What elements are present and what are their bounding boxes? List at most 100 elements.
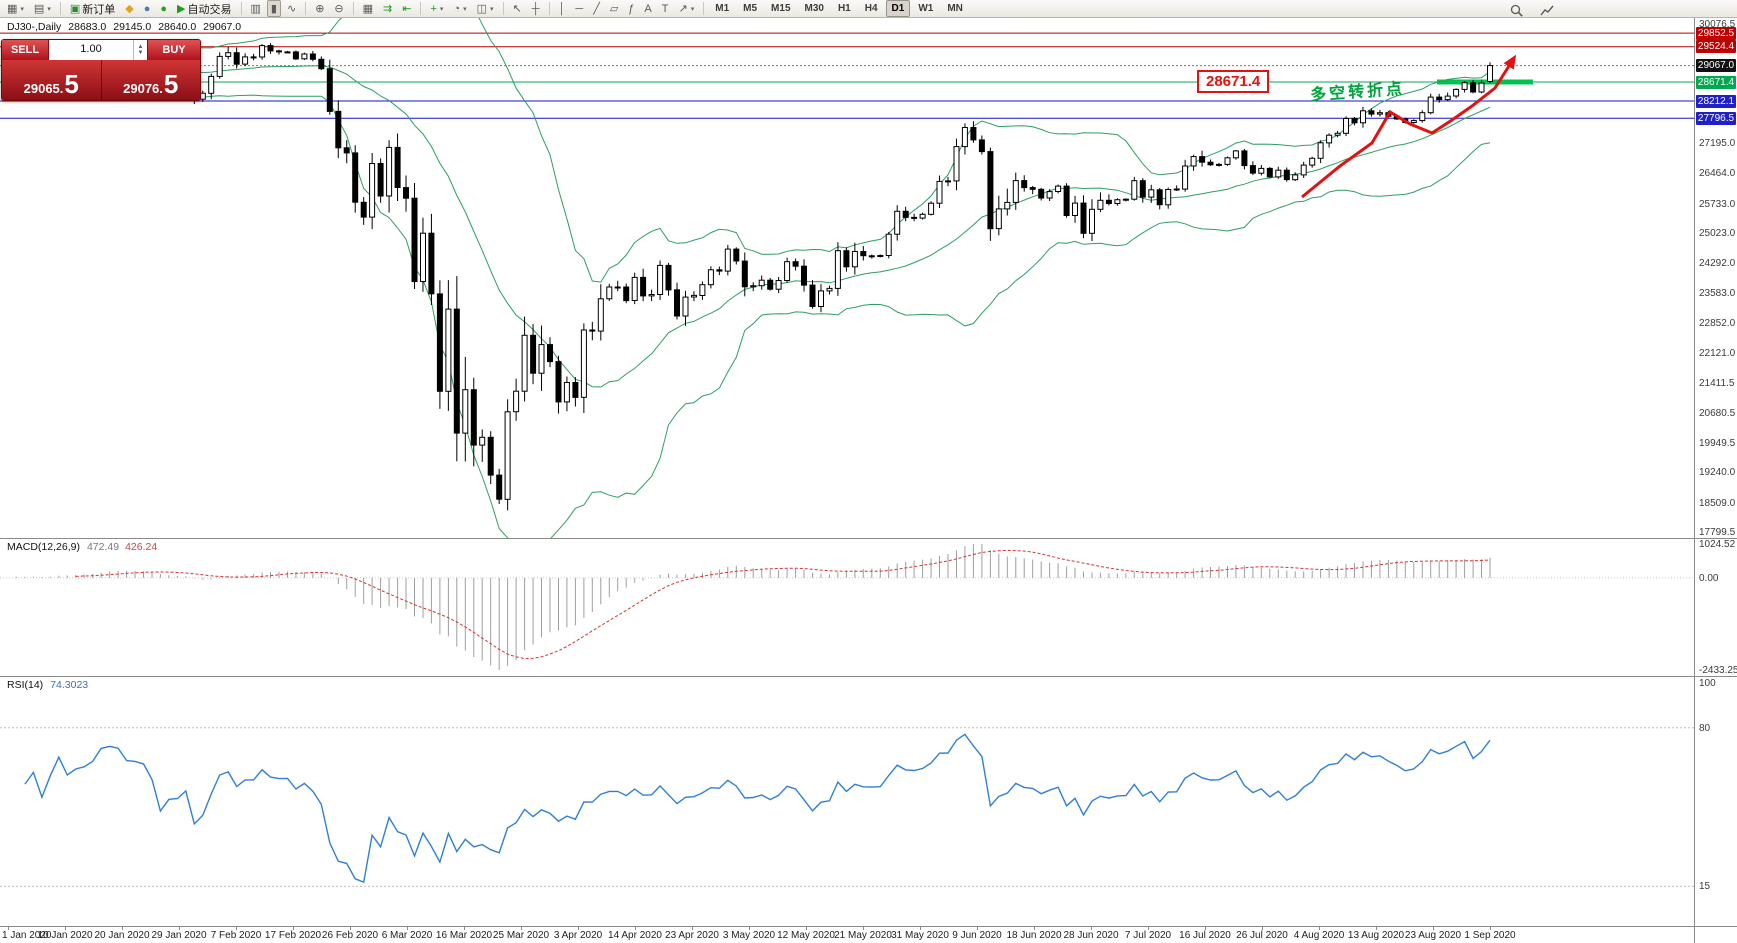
line-chart-mode-icon[interactable]: ∿ <box>283 0 300 17</box>
price-axis[interactable]: 30076.5 27195.0 26464.0 25733.0 25023.0 24292… <box>1694 18 1737 943</box>
arrows-icon[interactable]: ↗ ▾ <box>675 0 699 17</box>
candle <box>1173 188 1180 191</box>
market-news-icon[interactable]: ● <box>156 0 171 17</box>
price-tick: 19240.0 <box>1699 467 1736 479</box>
timeframe-h1-button[interactable]: H1 <box>837 3 851 14</box>
candle <box>970 127 977 141</box>
templates-icon[interactable]: ◫ ▾ <box>473 0 498 17</box>
time-tick <box>350 926 351 930</box>
bar-chart-mode-icon[interactable]: ▥ <box>247 0 265 17</box>
candle <box>225 52 232 57</box>
cursor-icon[interactable]: ↖ <box>509 0 526 17</box>
price-tick: 18509.0 <box>1699 497 1736 509</box>
candle <box>301 53 308 60</box>
price-badge: 28212.1 <box>1696 94 1736 108</box>
zoom-out-icon[interactable]: ⊖ <box>330 0 347 17</box>
zoom-in-icon[interactable]: ⊕ <box>311 0 328 17</box>
candle <box>818 290 824 307</box>
tile-windows-icon[interactable]: ▦ <box>359 0 377 17</box>
crosshair-icon[interactable]: ┼ <box>528 0 544 17</box>
timeframe-m5-button[interactable]: M5 <box>743 3 758 14</box>
trendline-icon[interactable]: ╱ <box>589 0 604 17</box>
indicator-scale-label: 100 <box>1699 678 1716 689</box>
candlestick-mode-icon[interactable]: ▮ <box>266 0 281 17</box>
time-axis[interactable]: 1 Jan 2020 10 Jan 2020 20 Jan 2020 29 Jan 2… <box>0 926 1694 943</box>
autotrading-button[interactable]: ▶ 自动交易 <box>173 0 235 17</box>
timeframe-m15-button[interactable]: M15 <box>771 3 791 14</box>
candle <box>216 55 223 77</box>
candle <box>233 52 240 65</box>
economic-calendar-icon[interactable]: ● <box>140 0 155 17</box>
toolbar-separator <box>548 2 550 15</box>
panel-splitter[interactable] <box>0 926 1737 927</box>
panel-splitter[interactable] <box>0 676 1737 677</box>
price-main-digits: 29076. <box>123 81 163 96</box>
horizontal-line-icon[interactable]: ─ <box>571 0 587 17</box>
rsi-label: RSI(14) <box>7 679 44 691</box>
panel-splitter[interactable] <box>0 538 1737 539</box>
buy-button[interactable]: BUY <box>147 40 200 60</box>
candle <box>767 279 774 290</box>
mql5-community-icon[interactable]: ◆ <box>121 0 137 17</box>
stepper-up-icon[interactable]: ▲ <box>137 44 144 50</box>
fibonacci-icon-glyph: ƒ <box>628 2 635 15</box>
channel-icon[interactable]: ▱ <box>606 0 622 17</box>
buy-price[interactable]: 29076. 5 <box>102 60 201 100</box>
chart-shift-icon[interactable]: ⇤ <box>398 0 415 17</box>
time-tick <box>1091 926 1092 930</box>
sell-price[interactable]: 29065. 5 <box>2 60 101 100</box>
rsi-panel[interactable] <box>0 676 1694 926</box>
candle <box>911 216 918 219</box>
candle <box>1376 112 1383 115</box>
candle <box>250 56 257 59</box>
macd-panel[interactable] <box>0 538 1694 676</box>
periods-icon[interactable]: ◔ ▾ <box>449 0 470 17</box>
profiles-icon[interactable]: ▤ ▾ <box>30 0 55 17</box>
candle <box>1004 201 1011 210</box>
candle <box>572 382 579 398</box>
date-label: 23 Aug 2020 <box>1404 930 1462 941</box>
timeframe-d1-button[interactable]: D1 <box>885 0 911 17</box>
new-chart-icon[interactable]: ▦ ▾ <box>3 0 28 17</box>
time-tick <box>1262 926 1263 930</box>
text-label-icon[interactable]: T <box>658 0 673 17</box>
timeframe-m30-button[interactable]: M30 <box>804 3 824 14</box>
timeframe-w1-button[interactable]: W1 <box>918 3 934 14</box>
auto-scroll-icon[interactable]: ⇉ <box>379 0 396 17</box>
candle <box>1309 157 1316 166</box>
text-icon[interactable]: A <box>640 0 655 17</box>
fibonacci-icon[interactable]: ƒ <box>624 0 638 17</box>
quotes-icon[interactable] <box>1536 2 1558 19</box>
price-annotation-box[interactable]: 28671.4 <box>1197 70 1270 93</box>
stepper-down-icon[interactable]: ▼ <box>137 50 144 56</box>
toolbar-separator <box>352 2 354 15</box>
timeframe-h4-button[interactable]: H4 <box>864 3 878 14</box>
templates-icon-glyph: ◫ <box>476 2 487 15</box>
main-chart[interactable] <box>0 18 1694 538</box>
candle <box>987 151 994 230</box>
timeframe-m1-button[interactable]: M1 <box>715 3 730 14</box>
search-icon[interactable] <box>1506 2 1527 19</box>
time-tick <box>1490 926 1491 930</box>
new-order-button-label: 新订单 <box>82 3 116 16</box>
volume-stepper[interactable]: ▲ ▼ <box>133 40 147 60</box>
timeframe-mn-button[interactable]: MN <box>947 3 963 14</box>
cursor-icon-glyph: ↖ <box>512 2 522 15</box>
trend-arrow[interactable] <box>1301 54 1517 199</box>
candle <box>1148 189 1155 198</box>
time-tick <box>236 926 237 930</box>
horizontal-line-icon-glyph: ─ <box>575 2 584 15</box>
trendline-icon-glyph: ╱ <box>593 2 600 15</box>
date-label: 31 May 2020 <box>891 930 949 941</box>
candle <box>1156 189 1163 206</box>
indicators-icon[interactable]: + ▾ <box>426 0 447 17</box>
candle <box>462 389 469 434</box>
date-label: 10 Jan 2020 <box>37 930 93 941</box>
volume-input[interactable]: 1.00 ▲ ▼ <box>49 40 147 60</box>
vertical-line-icon[interactable]: │ <box>555 0 570 17</box>
candle <box>953 146 960 182</box>
sell-button[interactable]: SELL <box>2 40 49 60</box>
candle <box>479 436 486 446</box>
new-order-button[interactable]: ▣ 新订单 <box>66 0 119 17</box>
candle <box>631 276 638 301</box>
